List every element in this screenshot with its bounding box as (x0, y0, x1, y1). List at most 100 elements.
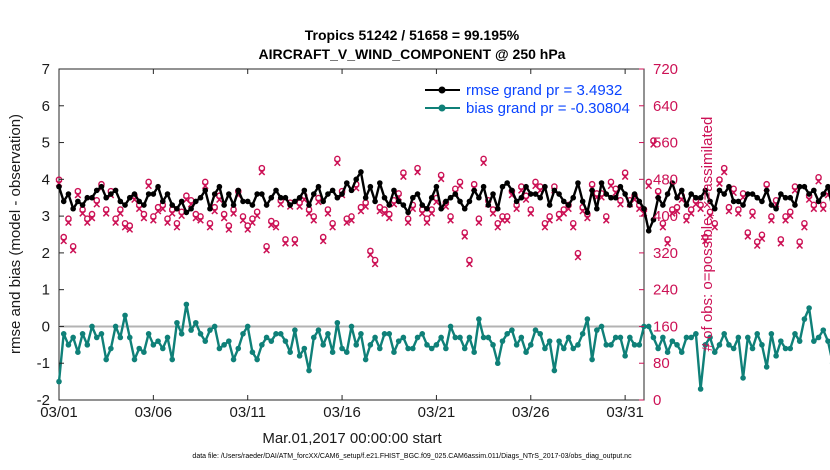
obs-assimilated-marker (404, 219, 412, 227)
chart-title: Tropics 51242 / 51658 = 99.195% (305, 27, 520, 43)
rmse-point (579, 198, 586, 205)
bias-point (244, 323, 251, 330)
rmse-point (174, 205, 180, 212)
y-right-tick-label: 0 (653, 392, 661, 409)
bias-point (348, 323, 355, 330)
legend-bias-label: bias grand pr = -0.30804 (466, 100, 630, 117)
obs-assimilated-marker (400, 173, 407, 181)
rmse-point (400, 202, 407, 208)
bias-point (56, 378, 62, 385)
obs-possible-marker (60, 233, 68, 241)
bias-point (556, 338, 562, 344)
obs-assimilated-marker (371, 260, 379, 268)
obs-assimilated-marker (725, 207, 733, 215)
bias-point (117, 334, 124, 341)
y-right-tick-label: 80 (653, 355, 670, 372)
rmse-point (584, 209, 591, 216)
obs-possible-marker (197, 213, 204, 220)
obs-assimilated-marker (69, 246, 77, 254)
obs-count-point (720, 164, 728, 176)
bias-point (282, 338, 289, 344)
obs-assimilated-marker (683, 217, 690, 224)
rmse-point (56, 183, 62, 190)
bias-point (763, 364, 770, 370)
obs-possible-marker (65, 215, 72, 223)
rmse-point (726, 183, 732, 190)
bias-point (664, 349, 671, 355)
bias-point (461, 345, 468, 352)
obs-possible-marker (140, 210, 148, 218)
bias-point (329, 349, 336, 355)
obs-possible-marker (84, 215, 91, 223)
obs-assimilated-marker (810, 205, 818, 213)
obs-count-point (206, 220, 214, 231)
obs-possible-marker (466, 256, 473, 264)
rmse-point (183, 209, 190, 216)
bias-point (518, 334, 525, 341)
obs-count-point (687, 206, 695, 217)
bias-point (476, 316, 482, 322)
bias-point (806, 305, 812, 311)
obs-possible-marker (654, 187, 662, 195)
rmse-point (292, 198, 298, 205)
obs-possible-marker (617, 197, 624, 204)
bias-point (575, 342, 581, 348)
obs-count-point (173, 220, 181, 231)
bias-point (98, 331, 105, 337)
obs-count-point (404, 215, 412, 227)
bias-point (414, 334, 421, 341)
obs-assimilated-marker (744, 233, 752, 240)
rmse-point (391, 187, 397, 194)
obs-possible-marker (744, 229, 752, 236)
rmse-point (702, 187, 709, 194)
rmse-point (612, 194, 619, 201)
bias-point (103, 356, 109, 363)
bias-point (343, 349, 350, 355)
obs-count-point (197, 213, 204, 224)
obs-count-point (758, 231, 766, 243)
bias-point (688, 334, 694, 341)
obs-assimilated-marker (749, 212, 756, 220)
bias-point (693, 331, 699, 337)
rmse-point (598, 180, 605, 186)
bias-point (636, 342, 643, 348)
obs-assimilated-marker (79, 210, 86, 217)
rmse-point (386, 202, 393, 208)
obs-count-point (140, 210, 148, 222)
obs-possible-marker (253, 208, 261, 216)
obs-assimilated-marker (159, 205, 167, 213)
obs-possible-marker (607, 178, 615, 186)
rmse-point (811, 187, 817, 194)
bias-point (405, 345, 411, 352)
obs-assimilated-marker (735, 210, 742, 217)
bias-point (645, 323, 652, 330)
obs-assimilated-marker (206, 223, 214, 231)
rmse-point (513, 198, 520, 205)
obs-assimilated-marker (697, 205, 704, 213)
obs-assimilated-marker (456, 182, 464, 190)
obs-possible-marker (334, 155, 341, 163)
obs-assimilated-marker (390, 200, 398, 208)
rmse-point (329, 187, 336, 194)
bias-point (622, 353, 628, 359)
bias-point (254, 356, 260, 363)
bias-point (523, 349, 529, 355)
bias-point (268, 338, 275, 344)
rmse-point (395, 198, 402, 205)
rmse-point (617, 183, 624, 190)
bias-point (150, 342, 157, 348)
rmse-point (476, 194, 482, 201)
bias-point (108, 345, 114, 352)
bias-point (650, 334, 657, 341)
obs-possible-marker (706, 208, 714, 216)
rmse-point (334, 194, 341, 201)
obs-possible-marker (324, 206, 332, 213)
x-tick-label: 03/21 (418, 404, 456, 421)
obs-count-point (602, 213, 610, 224)
obs-count-point (334, 155, 341, 167)
chart-subtitle: AIRCRAFT_V_WIND_COMPONENT @ 250 hPa (259, 46, 566, 62)
obs-count-point (263, 242, 270, 254)
obs-possible-marker (258, 164, 266, 172)
obs-possible-marker (560, 206, 568, 213)
x-tick-label: 03/26 (512, 404, 550, 421)
